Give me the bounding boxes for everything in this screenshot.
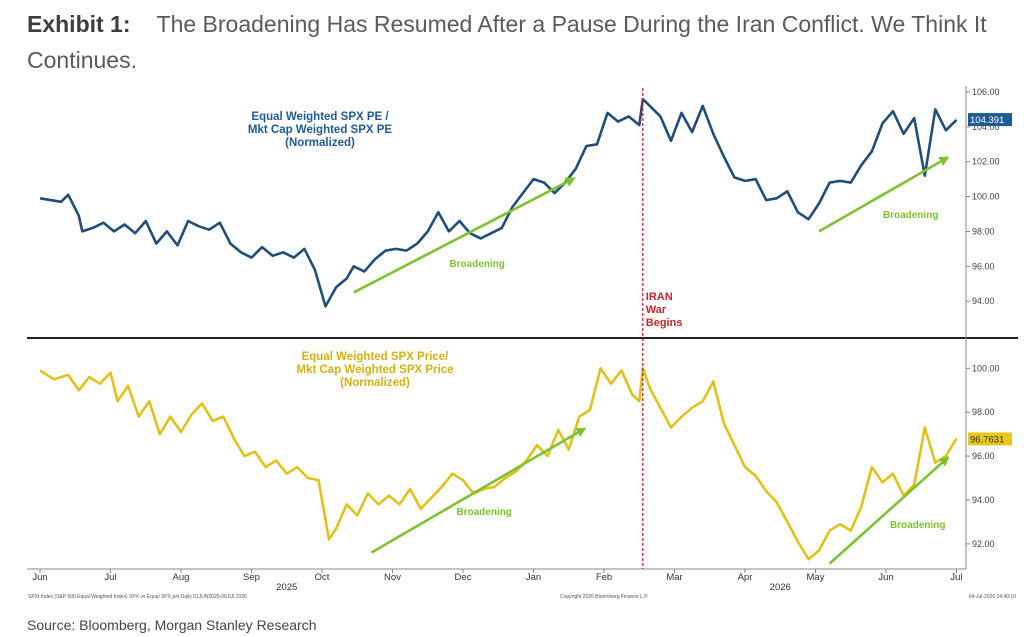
x-tick-label: Nov [384,572,401,583]
price-title-line: (Normalized) [340,377,410,389]
pe-ytick-label: 104.00 [972,122,1000,132]
broadening-label: Broadening [890,520,946,531]
price-ytick-label: 98.00 [972,407,995,417]
pe-ytick-label: 106.00 [972,87,1000,97]
x-year-label: 2026 [770,582,791,593]
chart-area: 106.00 104.00 102.00 100.00 98.00 96.00 94.00 E… [0,80,1024,605]
broadening-arrow-head [575,427,587,437]
broadening-arrow-shaft [818,160,942,233]
exhibit-title: Exhibit 1: The Broadening Has Resumed Aft… [27,6,1017,78]
price-panel: 100.00 98.00 96.00 94.00 92.00 Equal Weighted… [39,351,1012,565]
price-ytick-label: 92.00 [972,539,995,549]
pe-series-line [39,97,958,308]
pe-last-value-badge [968,113,1012,127]
pe-ytick-label: 102.00 [972,157,1000,167]
price-ytick-label: 94.00 [972,495,995,505]
price-series-line [39,367,958,561]
price-title-line: Equal Weighted SPX Price/ [302,351,450,363]
exhibit-label: Exhibit 1: [27,11,131,37]
x-tick-label: Apr [738,572,753,583]
footnote-center: Copyright 2026 Bloomberg Finance L.P. [560,594,648,600]
footnote-left: SPXI Index (S&P 500 Equal Weighted Index… [28,594,247,600]
broadening-label: Broadening [449,259,505,270]
pe-ytick-label: 100.00 [972,192,1000,202]
source-note: Source: Bloomberg, Morgan Stanley Resear… [27,617,317,633]
chart-svg: 106.00 104.00 102.00 100.00 98.00 96.00 94.00 E… [27,86,1018,600]
x-tick-label: Jan [526,572,541,583]
broadening-arrow-head [938,156,950,166]
price-last-value-label: 96.7631 [970,434,1004,445]
pe-panel: 106.00 104.00 102.00 100.00 98.00 96.00 94.00 E… [39,87,1012,308]
pe-title-line: Equal Weighted SPX PE / [251,111,389,123]
x-tick-label: Jul [950,572,962,583]
broadening-arrow-head [564,177,576,187]
broadening-arrow-head [938,456,950,467]
price-title-line: Mkt Cap Weighted SPX Price [297,364,454,376]
x-tick-label: Jun [878,572,893,583]
x-tick-label: May [807,572,825,583]
x-tick-label: Jun [32,572,47,583]
price-last-value-badge [968,432,1012,446]
event-label-line: War [646,304,667,316]
pe-last-value-label: 104.391 [970,115,1004,126]
x-year-label: 2025 [276,582,297,593]
pe-ytick-label: 94.00 [972,296,995,306]
event-label-line: Begins [646,317,683,329]
pe-ytick-label: 98.00 [972,226,995,236]
broadening-arrow-shaft [353,180,568,294]
x-tick-label: Jul [104,572,116,583]
price-ytick-label: 100.00 [972,363,1000,373]
x-tick-label: Feb [596,572,612,583]
pe-title-line: (Normalized) [285,137,355,149]
pe-ytick-label: 96.00 [972,261,995,271]
x-tick-label: Aug [173,572,190,583]
price-ytick-label: 96.00 [972,451,995,461]
x-tick-label: Sep [243,572,260,583]
footnote-right: 04-Jul-2026 14:40:10 [969,594,1016,600]
exhibit-title-text: The Broadening Has Resumed After a Pause… [27,11,987,73]
event-label-line: IRAN [646,291,673,303]
x-tick-label: Mar [666,572,682,583]
x-tick-label: Oct [315,572,330,583]
broadening-label: Broadening [883,210,939,221]
x-tick-label: Dec [455,572,472,583]
broadening-arrow-shaft [370,431,579,554]
broadening-arrow-shaft [828,461,943,565]
pe-title-line: Mkt Cap Weighted SPX PE [248,124,393,136]
broadening-label: Broadening [456,507,512,518]
